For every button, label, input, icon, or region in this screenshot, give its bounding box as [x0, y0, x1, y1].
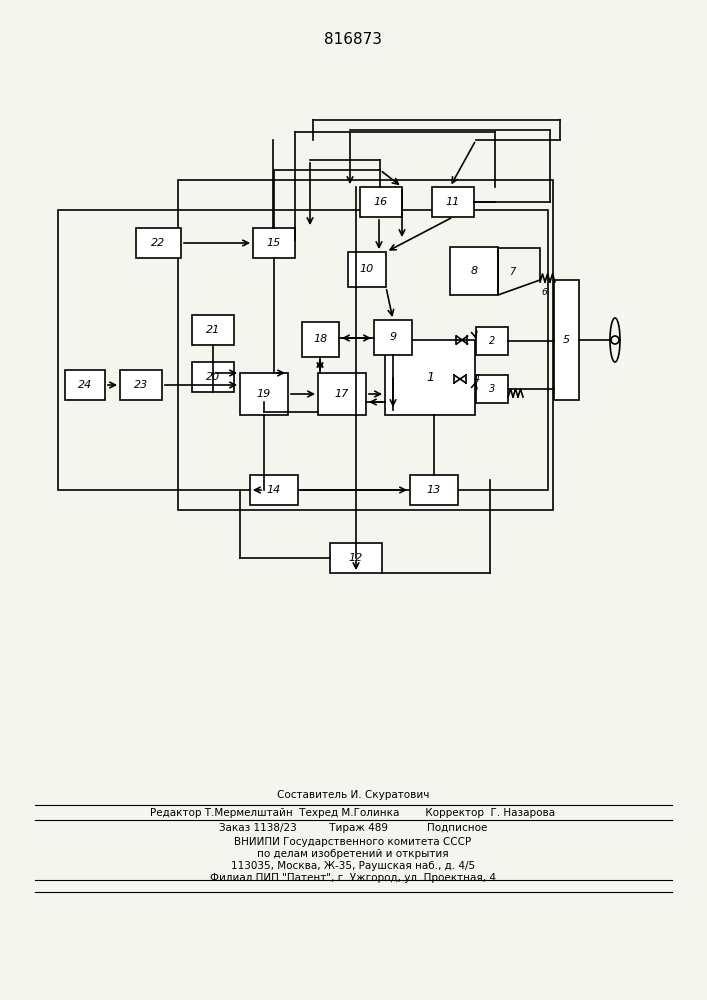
- FancyBboxPatch shape: [253, 228, 295, 258]
- Text: ВНИИПИ Государственного комитета СССР: ВНИИПИ Государственного комитета СССР: [235, 837, 472, 847]
- Text: 24: 24: [78, 380, 92, 390]
- FancyBboxPatch shape: [120, 370, 162, 400]
- FancyBboxPatch shape: [432, 187, 474, 217]
- Text: 23: 23: [134, 380, 148, 390]
- FancyBboxPatch shape: [136, 228, 181, 258]
- Text: 15: 15: [267, 238, 281, 248]
- Text: 8: 8: [470, 266, 477, 276]
- FancyBboxPatch shape: [476, 327, 508, 355]
- FancyBboxPatch shape: [240, 373, 288, 415]
- Text: 4: 4: [474, 374, 480, 384]
- Text: по делам изобретений и открытия: по делам изобретений и открытия: [257, 849, 449, 859]
- FancyBboxPatch shape: [360, 187, 402, 217]
- Text: 7: 7: [509, 267, 515, 277]
- FancyBboxPatch shape: [410, 475, 458, 505]
- Text: Редактор Т.Мермелштайн  Техред М.Голинка        Корректор  Г. Назарова: Редактор Т.Мермелштайн Техред М.Голинка …: [151, 808, 556, 818]
- FancyBboxPatch shape: [450, 247, 498, 295]
- Text: 22: 22: [151, 238, 165, 248]
- Text: 19: 19: [257, 389, 271, 399]
- FancyBboxPatch shape: [554, 280, 579, 400]
- Text: 16: 16: [374, 197, 388, 207]
- Text: 11: 11: [446, 197, 460, 207]
- Text: 113035, Москва, Ж-35, Раушская наб., д. 4/5: 113035, Москва, Ж-35, Раушская наб., д. …: [231, 861, 475, 871]
- FancyBboxPatch shape: [65, 370, 105, 400]
- Text: Филиал ПИП "Патент", г. Ужгород, ул. Проектная, 4: Филиал ПИП "Патент", г. Ужгород, ул. Про…: [210, 873, 496, 883]
- Text: 18: 18: [313, 334, 327, 344]
- Text: 17: 17: [335, 389, 349, 399]
- FancyBboxPatch shape: [302, 322, 339, 357]
- Text: Заказ 1138/23          Тираж 489            Подписное: Заказ 1138/23 Тираж 489 Подписное: [218, 823, 487, 833]
- Text: 21: 21: [206, 325, 220, 335]
- FancyBboxPatch shape: [385, 340, 475, 415]
- Text: 20: 20: [206, 372, 220, 382]
- Text: 2: 2: [489, 336, 495, 346]
- Text: Составитель И. Скуратович: Составитель И. Скуратович: [277, 790, 429, 800]
- Text: 13: 13: [427, 485, 441, 495]
- FancyBboxPatch shape: [330, 543, 382, 573]
- Text: 10: 10: [360, 264, 374, 274]
- Text: 9: 9: [390, 332, 397, 342]
- Text: 14: 14: [267, 485, 281, 495]
- FancyBboxPatch shape: [250, 475, 298, 505]
- FancyBboxPatch shape: [192, 315, 234, 345]
- Text: 3: 3: [489, 384, 495, 394]
- Text: 1: 1: [426, 371, 434, 384]
- FancyBboxPatch shape: [374, 320, 412, 355]
- Text: 12: 12: [349, 553, 363, 563]
- Text: 816873: 816873: [324, 32, 382, 47]
- FancyBboxPatch shape: [318, 373, 366, 415]
- FancyBboxPatch shape: [192, 362, 234, 392]
- FancyBboxPatch shape: [476, 375, 508, 403]
- Text: 6: 6: [541, 288, 547, 297]
- Text: 5: 5: [563, 335, 570, 345]
- FancyBboxPatch shape: [348, 252, 386, 287]
